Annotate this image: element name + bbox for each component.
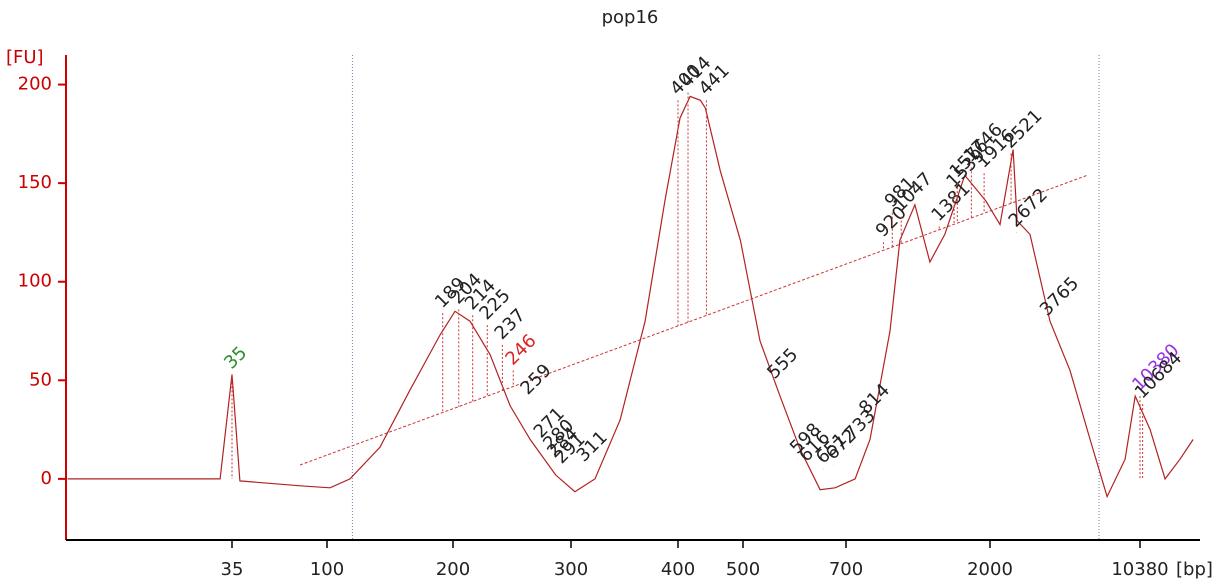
peak-label: 35 bbox=[220, 342, 251, 373]
x-tick-label: 300 bbox=[554, 559, 588, 580]
x-tick-label: 10380 bbox=[1111, 559, 1168, 580]
peak-label: 3765 bbox=[1036, 273, 1083, 320]
y-tick-label: 100 bbox=[18, 271, 52, 292]
baseline bbox=[299, 174, 1089, 466]
x-tick-label: 500 bbox=[726, 559, 760, 580]
x-tick-label: 2000 bbox=[967, 559, 1013, 580]
x-axis-label: [bp] bbox=[1176, 559, 1213, 580]
x-tick-label: 400 bbox=[661, 559, 695, 580]
y-tick-label: 200 bbox=[18, 74, 52, 95]
peak-label: 2672 bbox=[1005, 184, 1052, 231]
x-tick-label: 35 bbox=[221, 559, 244, 580]
plot-area: 0 50 100 150 200 35 100 200 300 400 500 700 2000 1038… bbox=[18, 52, 1200, 580]
peak-label: 259 bbox=[516, 360, 555, 399]
trace bbox=[67, 95, 1194, 499]
y-tick-label: 50 bbox=[29, 369, 52, 390]
y-tick-label: 150 bbox=[18, 172, 52, 193]
y-axis-label: [FU] bbox=[6, 47, 44, 68]
chart-title: pop16 bbox=[602, 7, 659, 28]
x-tick-label: 700 bbox=[829, 559, 863, 580]
y-tick-label: 0 bbox=[41, 468, 52, 489]
x-tick-label: 100 bbox=[310, 559, 344, 580]
x-tick-label: 200 bbox=[436, 559, 470, 580]
peak-label: 555 bbox=[763, 344, 802, 383]
